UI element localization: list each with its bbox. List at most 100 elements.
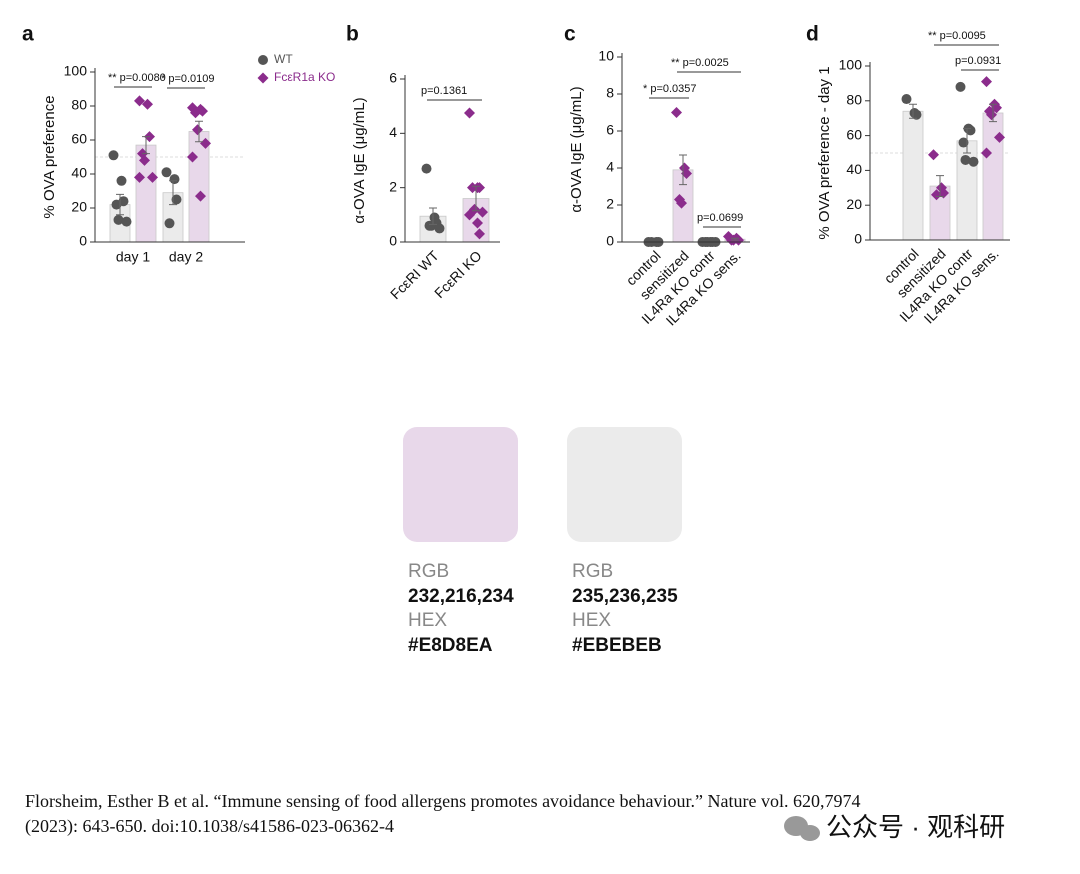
swatch-rgb: 232,216,234 xyxy=(408,586,514,607)
data-point xyxy=(472,217,483,229)
data-point xyxy=(931,189,942,201)
x-tick-label: day 1 xyxy=(116,249,150,265)
significance-label: ** p=0.0080 xyxy=(108,72,166,84)
data-point xyxy=(434,223,445,234)
data-point xyxy=(981,76,992,88)
significance-label: p=0.0931 xyxy=(955,55,1001,67)
legend-label: WT xyxy=(274,52,293,66)
data-point xyxy=(968,156,979,167)
data-point xyxy=(994,131,1005,143)
legend-marker xyxy=(258,55,268,65)
legend-label: FcεR1a KO xyxy=(274,70,335,84)
y-axis-label: % OVA preference - day 1 xyxy=(816,66,833,239)
y-tick-label: 20 xyxy=(846,196,862,212)
error-bar xyxy=(142,136,150,155)
data-point xyxy=(965,125,976,136)
legend-marker xyxy=(257,72,269,84)
swatch-label: RGB xyxy=(572,561,613,582)
data-point xyxy=(681,168,692,180)
data-point xyxy=(142,98,153,110)
data-point xyxy=(986,109,997,121)
data-point xyxy=(467,182,478,194)
data-point xyxy=(676,197,687,209)
data-point xyxy=(164,218,175,229)
data-point xyxy=(901,94,912,105)
y-tick-label: 60 xyxy=(846,126,862,142)
error-bar xyxy=(429,207,437,225)
panel-label: c xyxy=(564,23,576,46)
swatch-hex: #E8D8EA xyxy=(408,635,493,656)
data-point xyxy=(421,163,432,174)
data-point xyxy=(187,151,198,163)
citation-line: Florsheim, Esther B et al. “Immune sensi… xyxy=(25,791,860,811)
data-point xyxy=(116,175,127,186)
y-tick-label: 40 xyxy=(71,165,87,181)
y-tick-label: 0 xyxy=(389,233,397,249)
y-axis-label: α-OVA IgE (μg/mL) xyxy=(568,86,585,212)
bar xyxy=(902,110,924,241)
error-bar xyxy=(195,120,203,143)
data-point xyxy=(474,228,485,240)
data-point xyxy=(195,190,206,202)
error-bar xyxy=(116,193,124,216)
panel-label: d xyxy=(806,23,819,46)
data-point xyxy=(147,171,158,183)
data-point xyxy=(190,107,201,119)
watermark: 公众号 · 观科研 xyxy=(826,812,1005,842)
y-tick-label: 2 xyxy=(606,196,614,212)
data-point xyxy=(113,214,124,225)
swatch-hex: #EBEBEB xyxy=(572,635,662,656)
swatch-label: HEX xyxy=(572,610,611,631)
data-point xyxy=(171,194,182,205)
y-tick-label: 0 xyxy=(79,233,87,249)
error-bar xyxy=(169,180,177,206)
y-tick-label: 100 xyxy=(64,63,88,79)
data-point xyxy=(960,154,971,165)
color-swatch xyxy=(567,427,682,542)
significance-label: ** p=0.0025 xyxy=(671,57,729,69)
data-point xyxy=(928,149,939,161)
significance-label: * p=0.0357 xyxy=(643,83,697,95)
y-tick-label: 40 xyxy=(846,161,862,177)
data-point xyxy=(121,216,132,227)
data-point xyxy=(200,137,211,149)
swatch-label: RGB xyxy=(408,561,449,582)
panel-label: b xyxy=(346,23,359,46)
data-point xyxy=(134,171,145,183)
data-point xyxy=(134,95,145,107)
data-point xyxy=(474,182,485,194)
error-bar xyxy=(909,103,917,119)
panel-label: a xyxy=(22,23,34,46)
error-bar xyxy=(679,154,687,186)
swatch-rgb: 235,236,235 xyxy=(572,586,678,607)
data-point xyxy=(464,107,475,119)
y-tick-label: 80 xyxy=(846,92,862,108)
citation-line: (2023): 643-650. doi:10.1038/s41586-023-… xyxy=(25,816,394,837)
y-tick-label: 20 xyxy=(71,199,87,215)
data-point xyxy=(161,167,172,178)
error-bar xyxy=(472,185,480,212)
y-tick-label: 6 xyxy=(606,122,614,138)
significance-label: ** p=0.0095 xyxy=(928,30,986,42)
x-tick-label: day 2 xyxy=(169,249,203,265)
data-point xyxy=(981,147,992,159)
data-point xyxy=(955,81,966,92)
watermark-icon xyxy=(784,816,820,841)
significance-label: * p=0.0109 xyxy=(161,73,215,85)
data-point xyxy=(426,220,437,231)
data-point xyxy=(139,154,150,166)
error-bar xyxy=(963,128,971,154)
data-point xyxy=(192,124,203,136)
color-swatch xyxy=(403,427,518,542)
x-tick-label: FcεRI WT xyxy=(387,247,442,302)
error-bar xyxy=(989,103,997,123)
y-tick-label: 100 xyxy=(839,57,863,73)
y-tick-label: 8 xyxy=(606,85,614,101)
y-tick-label: 0 xyxy=(606,233,614,249)
y-tick-label: 10 xyxy=(598,48,614,64)
data-point xyxy=(911,109,922,120)
significance-label: p=0.1361 xyxy=(421,85,467,97)
y-tick-label: 60 xyxy=(71,131,87,147)
error-bar xyxy=(731,237,739,241)
